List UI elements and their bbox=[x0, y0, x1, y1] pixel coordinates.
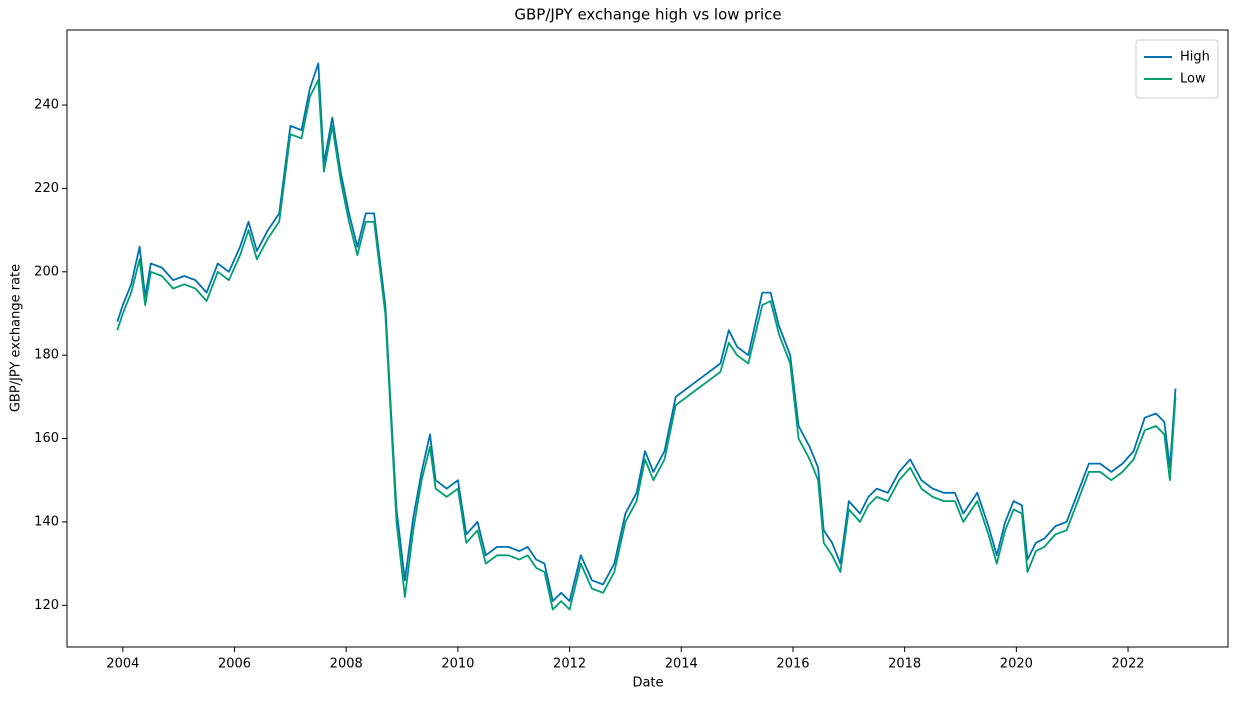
plot-frame bbox=[66, 29, 1229, 648]
legend-box bbox=[1135, 39, 1219, 99]
y-tick-label: 120 bbox=[34, 598, 59, 613]
x-tick-label: 2020 bbox=[1000, 657, 1033, 672]
x-tick-label: 2012 bbox=[553, 657, 586, 672]
y-tick-label: 200 bbox=[34, 264, 59, 279]
y-tick-label: 220 bbox=[34, 181, 59, 196]
x-axis-label: Date bbox=[632, 676, 663, 691]
x-tick-label: 2014 bbox=[665, 657, 698, 672]
legend-label: Low bbox=[1180, 72, 1206, 87]
series-line bbox=[116, 62, 1177, 602]
x-tick-label: 2006 bbox=[218, 657, 251, 672]
x-tick-label: 2016 bbox=[776, 657, 809, 672]
y-tick-label: 140 bbox=[34, 514, 59, 529]
x-tick-label: 2004 bbox=[106, 657, 139, 672]
x-tick-label: 2018 bbox=[888, 657, 921, 672]
y-tick-label: 240 bbox=[34, 98, 59, 113]
x-tick-label: 2010 bbox=[441, 657, 474, 672]
x-tick-label: 2022 bbox=[1111, 657, 1144, 672]
chart-title: GBP/JPY exchange high vs low price bbox=[514, 6, 781, 24]
x-tick-label: 2008 bbox=[330, 657, 363, 672]
legend-label: High bbox=[1180, 50, 1210, 65]
y-axis-label: GBP/JPY exchange rate bbox=[9, 264, 24, 412]
y-tick-label: 160 bbox=[34, 431, 59, 446]
series-line bbox=[116, 79, 1177, 611]
y-tick-label: 180 bbox=[34, 348, 59, 363]
